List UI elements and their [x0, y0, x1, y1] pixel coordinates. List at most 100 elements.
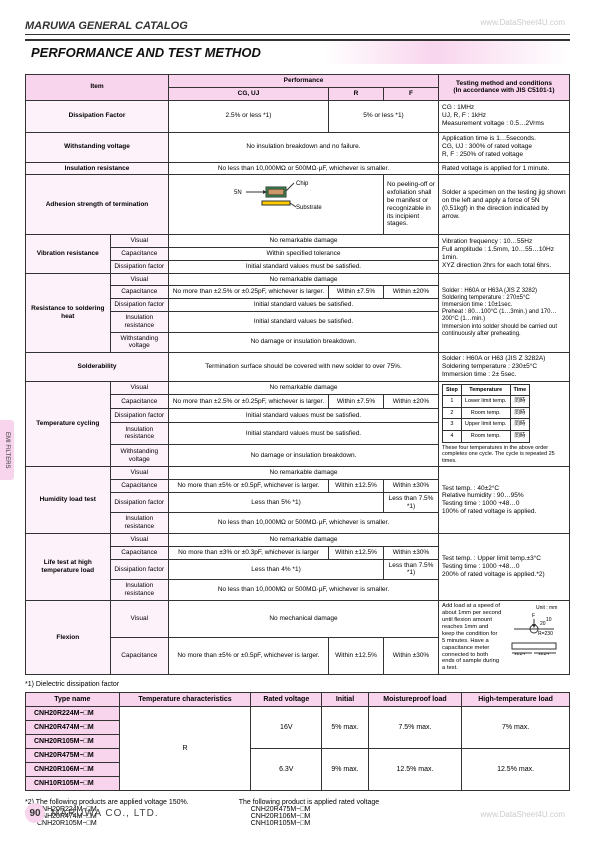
life-ir: Insulation resistance	[110, 580, 168, 601]
flexion-visual-v: No mechanical damage	[169, 600, 439, 637]
row-solderability-label: Solderability	[26, 353, 169, 381]
die-r2-0: CNH20R105M−□M	[26, 735, 120, 749]
row-flexion-label: Flexion	[26, 600, 111, 675]
svg-text:Unit : mm: Unit : mm	[536, 605, 557, 611]
humidity-visual-v: No remarkable damage	[169, 467, 439, 480]
tempcycle-cap: Capacitance	[110, 395, 168, 409]
die-v16: 16V	[251, 707, 322, 749]
tempcycle-cond: These four temperatures in the above ord…	[442, 445, 566, 465]
die-i9: 9% max.	[322, 749, 369, 791]
life-ir-v: No less than 10,000MΩ or 500MΩ·µF, which…	[169, 580, 439, 601]
solder-visual-v: No remarkable damage	[169, 273, 439, 286]
die-r1-0: CNH20R474M−□M	[26, 721, 120, 735]
tempcycle-df-v: Initial standard values must be satisfie…	[169, 409, 439, 423]
humidity-cap-f: Within ±30%	[384, 480, 439, 493]
dielectric-table: Type name Temperature characteristics Ra…	[25, 692, 570, 791]
adhesion-cond: Solder a specimen on the testing jig sho…	[439, 175, 570, 235]
tempcycle-cap-v: No more than ±2.5% or ±0.25pF, whichever…	[169, 395, 329, 409]
humidity-ir-v: No less than 10,000MΩ or 500MΩ·µF, which…	[169, 513, 439, 534]
row-life-label: Life test at high temperature load	[26, 534, 111, 601]
die-h-type: Type name	[26, 693, 120, 707]
life-df-v: Less than 4% *1)	[169, 559, 384, 580]
die-r3-0: CNH20R475M−□M	[26, 749, 120, 763]
life-cap-f: Within ±30%	[384, 546, 439, 559]
row-withstanding-label: Withstanding voltage	[26, 132, 169, 162]
insulation-cond: Rated voltage is applied for 1 minute.	[439, 162, 570, 175]
solder-cap-v: No more than ±2.5% or ±0.25pF, whichever…	[169, 286, 329, 299]
svg-text:20: 20	[540, 621, 546, 627]
flexion-cap-f: Within ±30%	[384, 638, 439, 675]
insulation-perf: No less than 10,000MΩ or 500MΩ·µF, which…	[169, 162, 439, 175]
tempcycle-ir-v: Initial standard values must be satisfie…	[169, 422, 439, 444]
die-m125: 12.5% max.	[368, 749, 461, 791]
withstanding-perf: No insulation breakdown and no failure.	[169, 132, 439, 162]
side-tab: EMI FILTERS	[0, 420, 14, 480]
humidity-visual: Visual	[110, 467, 168, 480]
solder-wv: Withstanding voltage	[110, 332, 168, 353]
vibration-cap: Capacitance	[110, 247, 168, 260]
die-h-rated: Rated voltage	[251, 693, 322, 707]
withstanding-cond: Application time is 1…5seconds. CG, UJ :…	[439, 132, 570, 162]
temp-step-table: StepTemperatureTime 1Lower limit temp.同時…	[442, 384, 530, 443]
tempcycle-cap-f: Within ±20%	[384, 395, 439, 409]
dissipation-cond: CG : 1MHz UJ, R, F : 1kHz Measurement vo…	[439, 100, 570, 132]
footer: 90 MARUWA CO., LTD.	[25, 803, 159, 823]
solder-cap-f: Within ±20%	[384, 286, 439, 299]
header-item: Item	[26, 75, 169, 101]
flexion-visual: Visual	[110, 600, 168, 637]
row-humidity-label: Humidity load test	[26, 467, 111, 534]
humidity-df-v: Less than 5% *1)	[169, 492, 384, 513]
dissipation-perf-r: 5% or less *1)	[329, 100, 439, 132]
row-adhesion-label: Adhesion strength of termination	[26, 175, 169, 235]
vibration-df: Dissipation factor	[110, 260, 168, 273]
vibration-cond: Vibration frequency : 10…55Hz Full ampli…	[439, 235, 570, 273]
die-i5: 5% max.	[322, 707, 369, 749]
solder-cond: Solder : H60A or H63A (JIS Z 3282) Solde…	[439, 273, 570, 353]
performance-table: Item Performance Testing method and cond…	[25, 74, 570, 675]
svg-text:5N: 5N	[234, 190, 242, 196]
header-f: F	[384, 87, 439, 100]
die-h7: 7% max.	[462, 707, 570, 749]
page-number: 90	[25, 803, 45, 823]
watermark-top: www.DataSheet4U.com	[481, 18, 565, 27]
flexion-cap-v: No more than ±5% or ±0.5pF, whichever is…	[169, 638, 329, 675]
flexion-cond: Add load at a speed of about 1mm per sec…	[442, 603, 502, 673]
tempcycle-ir: Insulation resistance	[110, 422, 168, 444]
die-h-moisture: Moistureproof load	[368, 693, 461, 707]
flexion-cap-r: Within ±12.5%	[329, 638, 384, 675]
svg-text:45±2: 45±2	[538, 653, 549, 655]
row-dissipation-label: Dissipation Factor	[26, 100, 169, 132]
flexion-diagram: Unit : mm F 20 10 R=230 45±2 45±2	[506, 603, 566, 655]
vibration-df-v: Initial standard values must be satisfie…	[169, 260, 439, 273]
vibration-cap-v: Within specified tolerance	[169, 247, 439, 260]
row-solder-label: Resistance to soldering heat	[26, 273, 111, 353]
header-testing: Testing method and conditions (In accord…	[439, 75, 570, 101]
vibration-visual-v: No remarkable damage	[169, 235, 439, 248]
die-v63: 6.3V	[251, 749, 322, 791]
life-cap: Capacitance	[110, 546, 168, 559]
life-df: Dissipation factor	[110, 559, 168, 580]
solder-cap: Capacitance	[110, 286, 168, 299]
solder-ir-v: Initial standard values be satisfied.	[169, 311, 439, 332]
humidity-cap-r: Within ±12.5%	[329, 480, 384, 493]
row-insulation-label: Insulation resistance	[26, 162, 169, 175]
solder-df-v: Initial standard values be satisfied.	[169, 299, 439, 312]
life-cond: Test temp. : Upper limit temp.±3°C Testi…	[439, 534, 570, 601]
life-df-f: Less than 7.5% *1)	[384, 559, 439, 580]
humidity-ir: Insulation resistance	[110, 513, 168, 534]
solderability-perf: Termination surface should be covered wi…	[169, 353, 439, 381]
die-h-hightemp: High-temperature load	[462, 693, 570, 707]
life-visual-v: No remarkable damage	[169, 534, 439, 547]
vnote2-item: CNH20R475M−□M	[251, 806, 379, 813]
die-h-temp: Temperature characteristics	[119, 693, 251, 707]
svg-text:45±2: 45±2	[514, 653, 525, 655]
life-cap-v: No more than ±3% or ±0.3pF, whichever is…	[169, 546, 329, 559]
svg-text:Chip: Chip	[296, 181, 309, 187]
header-r: R	[329, 87, 384, 100]
header-performance: Performance	[169, 75, 439, 88]
dielectric-note: *1) Dielectric dissipation factor	[25, 681, 570, 688]
vnote2-item: CNH10R105M−□M	[251, 820, 379, 827]
tempcycle-wv: Withstanding voltage	[110, 445, 168, 467]
vnote2-title: The following product is applied rated v…	[239, 799, 379, 806]
solder-ir: Insulation resistance	[110, 311, 168, 332]
